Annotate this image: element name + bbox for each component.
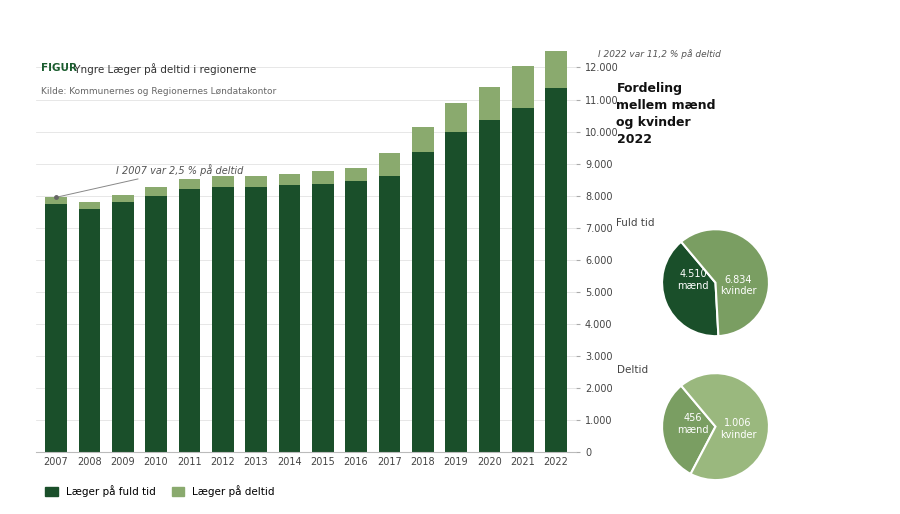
Wedge shape [681, 373, 769, 480]
Text: 1.006
kvinder: 1.006 kvinder [720, 418, 756, 440]
Bar [311, 171, 334, 183]
Text: 4.510
mænd: 4.510 mænd [678, 269, 709, 291]
Bar [412, 127, 434, 153]
Legend: Læger på fuld tid, Læger på deltid: Læger på fuld tid, Læger på deltid [41, 481, 279, 501]
Wedge shape [662, 242, 718, 336]
Text: Fordeling
mellem mænd
og kvinder
2022: Fordeling mellem mænd og kvinder 2022 [616, 82, 716, 146]
Text: Deltid: Deltid [616, 365, 648, 375]
Bar [346, 168, 367, 181]
Bar [78, 202, 100, 209]
Bar [379, 176, 400, 452]
Text: I 2007 var 2,5 % på deltid: I 2007 var 2,5 % på deltid [58, 163, 243, 197]
Bar [78, 209, 100, 452]
Bar [446, 132, 467, 452]
Text: Yngre Læger på deltid i regionerne: Yngre Læger på deltid i regionerne [71, 63, 256, 76]
Bar [412, 153, 434, 452]
Text: Kilde: Kommunernes og Regionernes Løndatakontor: Kilde: Kommunernes og Regionernes Løndat… [41, 87, 276, 97]
Bar [278, 186, 301, 452]
Bar [178, 179, 200, 189]
Bar [545, 42, 567, 88]
Text: I 2022 var 11,2 % på deltid: I 2022 var 11,2 % på deltid [598, 49, 722, 59]
Text: Fuld tid: Fuld tid [616, 218, 655, 228]
Bar [446, 103, 467, 132]
Text: 6.834
kvinder: 6.834 kvinder [720, 274, 756, 296]
Bar [545, 88, 567, 452]
Bar [112, 202, 133, 452]
Bar [45, 197, 67, 204]
Bar [311, 183, 334, 452]
Bar [512, 66, 534, 107]
Bar [278, 174, 301, 186]
Text: FIGUR: FIGUR [41, 63, 77, 74]
Wedge shape [681, 229, 769, 336]
Bar [379, 153, 400, 176]
Bar [512, 107, 534, 452]
Bar [346, 181, 367, 452]
Bar [145, 187, 166, 196]
Bar [479, 120, 500, 452]
Text: 456
mænd: 456 mænd [678, 413, 709, 435]
Wedge shape [662, 386, 716, 474]
Bar [245, 176, 266, 187]
Bar [112, 195, 133, 202]
Bar [479, 87, 500, 120]
Bar [212, 187, 233, 452]
Bar [145, 196, 166, 452]
Bar [45, 204, 67, 452]
Bar [245, 187, 266, 452]
Bar [178, 189, 200, 452]
Bar [212, 176, 233, 187]
